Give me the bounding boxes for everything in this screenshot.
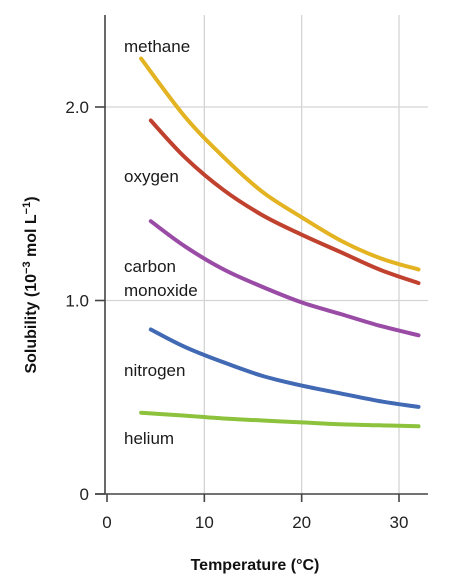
y-axis-title-prefix: Solubility (10 — [23, 274, 40, 374]
series-line-nitrogen — [148, 327, 421, 409]
x-tick-label-30: 30 — [390, 513, 409, 532]
y-axis-title-suffix: ) — [23, 196, 40, 201]
x-axis-title: Temperature (°C) — [191, 557, 320, 574]
series-label-helium: helium — [124, 429, 174, 448]
grid-lines — [105, 15, 428, 494]
series-label-carbon-monoxide-line-1: carbon — [124, 257, 176, 276]
y-axis-title-exp2: −1 — [21, 202, 33, 215]
series-label-oxygen: oxygen — [124, 167, 179, 186]
series-line-methane — [139, 56, 421, 272]
series-labels: methane oxygen carbon monoxide nitrogen heliu… — [124, 37, 198, 448]
y-tick-label-2.0: 2.0 — [65, 98, 89, 117]
x-tick-label-0: 0 — [102, 513, 111, 532]
y-tick-label-0: 0 — [80, 485, 89, 504]
y-axis-title: Solubility (10−3 mol L−1) — [21, 196, 40, 373]
series-lines — [139, 56, 421, 429]
series-label-carbon-monoxide-line-2: monoxide — [124, 281, 198, 300]
axes: 0 10 20 30 0 1.0 2.0 — [65, 15, 428, 532]
x-tick-label-20: 20 — [292, 513, 311, 532]
series-label-nitrogen: nitrogen — [124, 361, 185, 380]
series-label-methane: methane — [124, 37, 190, 56]
x-tick-label-10: 10 — [195, 513, 214, 532]
y-tick-label-1.0: 1.0 — [65, 292, 89, 311]
series-line-helium — [139, 410, 421, 429]
series-line-oxygen — [148, 118, 421, 286]
y-axis-title-exp1: −3 — [21, 261, 33, 274]
y-axis-title-middle: mol L — [23, 214, 40, 261]
series-line-carbon-monoxide — [148, 219, 421, 338]
